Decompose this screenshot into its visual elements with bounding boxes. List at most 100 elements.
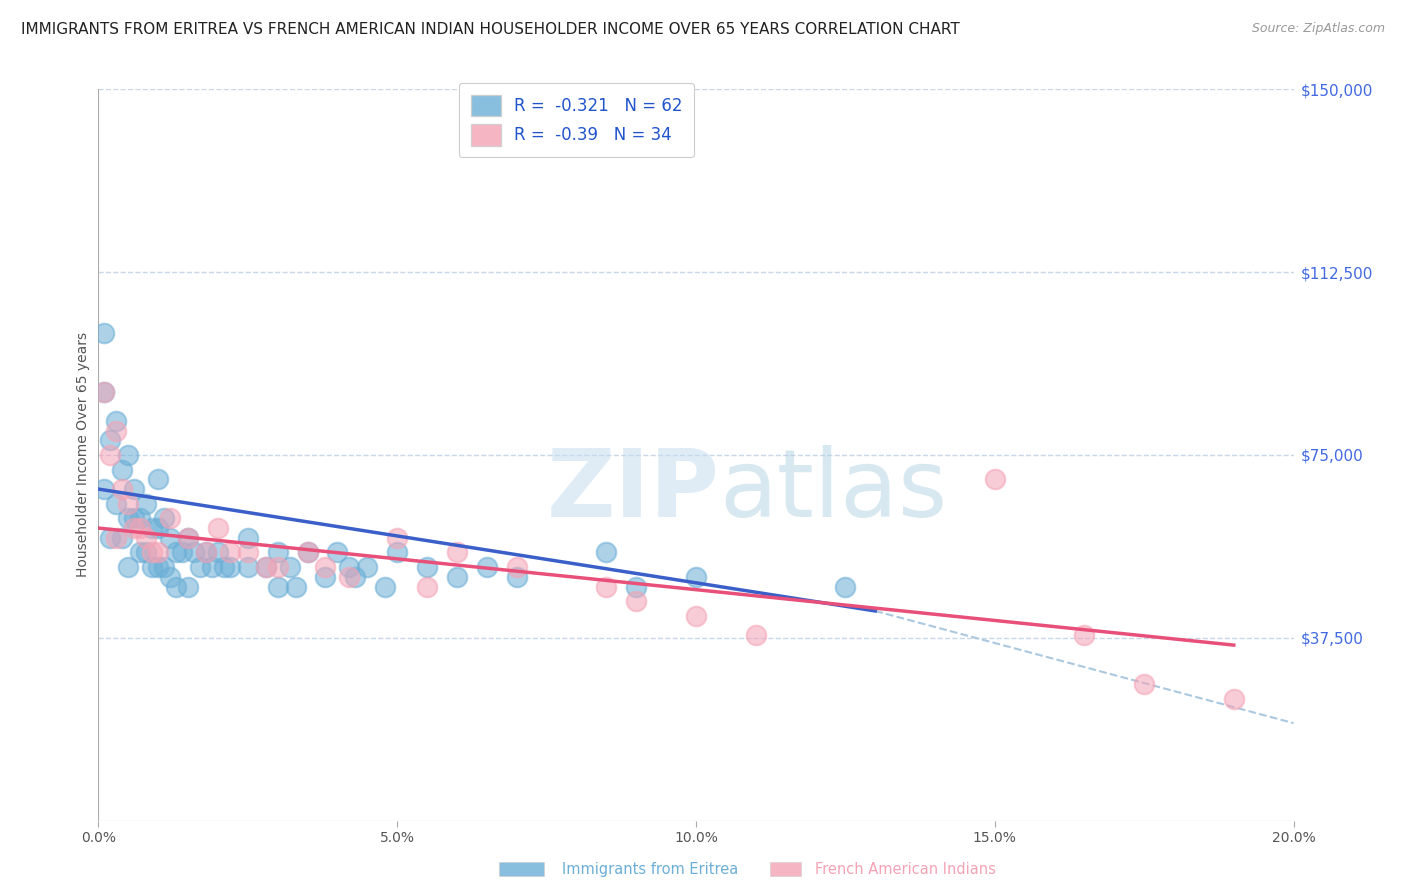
Text: ZIP: ZIP (547, 445, 720, 538)
Point (177, 580, 200, 594)
Point (93, 326, 115, 340)
Point (416, 580, 439, 594)
Point (124, 511, 146, 525)
Point (236, 531, 259, 545)
Point (159, 531, 181, 545)
Point (98, 531, 122, 545)
Point (201, 560, 224, 574)
Point (219, 560, 242, 574)
Point (129, 545, 152, 559)
Point (148, 521, 170, 535)
Point (135, 497, 157, 511)
Point (219, 545, 242, 559)
Point (105, 424, 128, 438)
Point (93, 482, 115, 496)
Point (111, 531, 134, 545)
Point (506, 560, 529, 574)
Point (374, 580, 396, 594)
Point (297, 545, 319, 559)
Point (111, 482, 134, 496)
Point (177, 531, 200, 545)
Point (177, 531, 200, 545)
Point (98, 434, 122, 448)
Point (626, 580, 648, 594)
Point (1073, 628, 1095, 642)
Point (172, 545, 194, 559)
Point (416, 560, 439, 574)
Point (135, 545, 157, 559)
Point (1223, 691, 1246, 706)
Point (153, 511, 176, 525)
Point (446, 545, 468, 559)
Point (195, 545, 218, 559)
Point (135, 531, 157, 545)
Point (148, 472, 170, 486)
Point (105, 497, 128, 511)
Text: atlas: atlas (720, 445, 948, 538)
Point (356, 560, 378, 574)
Point (385, 531, 409, 545)
Point (212, 560, 235, 574)
Point (254, 560, 277, 574)
Point (236, 545, 259, 559)
Point (165, 545, 187, 559)
Point (595, 545, 617, 559)
Point (315, 560, 337, 574)
Point (834, 580, 856, 594)
Point (159, 511, 181, 525)
Text: IMMIGRANTS FROM ERITREA VS FRENCH AMERICAN INDIAN HOUSEHOLDER INCOME OVER 65 YEA: IMMIGRANTS FROM ERITREA VS FRENCH AMERIC… (21, 22, 960, 37)
Point (129, 511, 152, 525)
Point (506, 570, 529, 584)
Point (195, 545, 218, 559)
Point (685, 570, 707, 584)
Point (745, 628, 768, 642)
Point (236, 560, 259, 574)
Point (344, 570, 367, 584)
Point (105, 414, 128, 428)
Text: Source: ZipAtlas.com: Source: ZipAtlas.com (1251, 22, 1385, 36)
Point (117, 497, 139, 511)
Point (446, 570, 468, 584)
Point (129, 521, 152, 535)
Point (297, 545, 319, 559)
Y-axis label: Householder Income Over 65 years: Householder Income Over 65 years (76, 333, 90, 577)
Point (595, 580, 617, 594)
Point (98, 448, 122, 462)
Point (117, 560, 139, 574)
Point (254, 560, 277, 574)
Point (284, 580, 307, 594)
Point (148, 545, 170, 559)
Point (117, 448, 139, 462)
Point (93, 384, 115, 399)
Point (984, 472, 1007, 486)
Point (475, 560, 498, 574)
Point (148, 560, 170, 574)
Text: French American Indians: French American Indians (815, 863, 997, 877)
Point (124, 482, 146, 496)
Point (685, 608, 707, 623)
Point (111, 462, 134, 476)
Point (1133, 677, 1156, 691)
Point (141, 545, 163, 559)
Point (315, 570, 337, 584)
Point (105, 531, 128, 545)
Point (141, 521, 163, 535)
Point (124, 521, 146, 535)
Point (267, 560, 290, 574)
Text: Immigrants from Eritrea: Immigrants from Eritrea (562, 863, 738, 877)
Point (159, 570, 181, 584)
Point (339, 570, 361, 584)
Point (385, 545, 409, 559)
Point (165, 580, 187, 594)
Point (267, 545, 290, 559)
Point (188, 560, 211, 574)
Legend: R =  -0.321   N = 62, R =  -0.39   N = 34: R = -0.321 N = 62, R = -0.39 N = 34 (458, 83, 695, 157)
Point (141, 560, 163, 574)
Point (207, 521, 229, 535)
Point (267, 580, 290, 594)
Point (626, 594, 648, 608)
Point (117, 511, 139, 525)
Point (278, 560, 301, 574)
Point (93, 384, 115, 399)
Point (339, 560, 361, 574)
